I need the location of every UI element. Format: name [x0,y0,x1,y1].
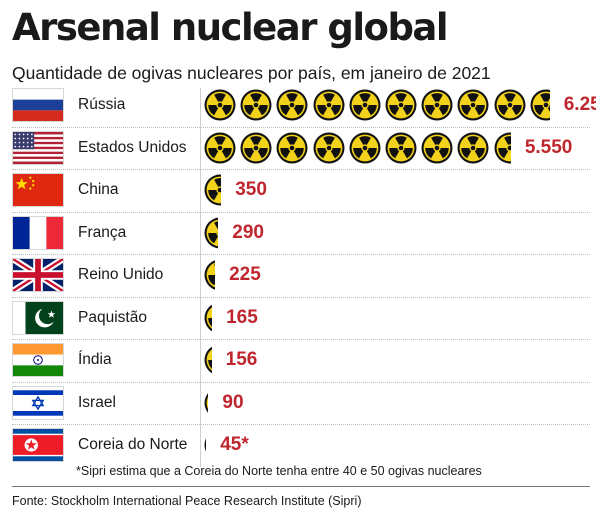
row-separator [12,381,590,383]
flag-france [12,215,64,250]
chart-subtitle: Quantidade de ogivas nucleares por país,… [12,63,491,83]
country-label: França [78,223,127,241]
row-separator [12,339,590,340]
flag-china-graphic [13,174,63,206]
value-label: 350 [235,179,267,200]
source-divider [12,486,590,487]
radiation-icon [421,89,453,121]
row-separator [12,169,590,170]
flag-russia-graphic [13,89,63,121]
radiation-icon [349,132,381,163]
flag-russia [12,88,64,122]
row-separator [12,211,590,213]
flag-france-graphic [13,216,63,249]
flag-usa [12,130,64,165]
radiation-icon [204,392,209,413]
value-label: 90 [222,391,244,413]
value-label: 290 [232,221,264,243]
row-separator [12,254,590,255]
country-label: Reino Unido [78,266,164,283]
radiation-icon [385,132,417,163]
radiation-icon [240,132,272,163]
row-separator [12,126,590,128]
flag-uk-graphic [13,259,63,291]
radiation-icon [204,89,236,121]
value-label: 6.255 [563,94,596,115]
country-label: Índia [78,351,112,368]
country-label: Israel [78,393,116,411]
flag-israel [12,385,64,420]
radiation-icon [313,89,345,121]
radiation-icon [204,217,219,248]
radiation-icon [204,260,216,290]
row-separator [12,296,590,298]
radiation-icon [494,132,511,163]
country-label: Estados Unidos [78,138,187,156]
radiation-icon [530,89,550,121]
flag-india [12,343,64,377]
chart-title: Arsenal nuclear global [12,6,449,49]
radiation-icon [204,304,213,331]
flag-pakistan [12,300,64,335]
value-label: 5.550 [524,136,573,158]
footnote: *Sipri estima que a Coreia do Norte tenh… [76,464,482,478]
radiation-icon [276,89,308,121]
axis-line [200,88,201,467]
row-separator [12,424,590,425]
radiation-icon [204,132,236,163]
flag-north-korea-graphic [13,429,63,461]
flag-uk [12,258,64,292]
radiation-icon [457,89,489,121]
flag-usa-graphic [13,131,63,164]
flag-israel-graphic [13,386,63,419]
radiation-icon [204,437,207,453]
value-label: 45* [220,434,249,455]
radiation-icon [421,132,453,163]
flag-china [12,173,64,207]
radiation-icon [457,132,489,163]
value-label: 225 [229,264,261,285]
radiation-icon [313,132,345,163]
flag-pakistan-graphic [13,301,63,334]
radiation-icon [240,89,272,121]
flag-north-korea [12,428,64,462]
radiation-icon [204,346,212,374]
radiation-icon [276,132,308,163]
value-label: 156 [225,349,258,370]
country-label: China [78,181,119,198]
radiation-icon [204,174,222,206]
radiation-icon [385,89,417,121]
radiation-icon [349,89,381,121]
country-label: Paquistão [78,308,147,326]
radiation-icon [494,89,526,121]
flag-india-graphic [13,344,63,376]
source-credit: Fonte: Stockholm International Peace Res… [12,494,362,508]
value-label: 165 [226,306,258,328]
country-label: Coreia do Norte [78,436,188,453]
country-label: Rússia [78,96,126,113]
